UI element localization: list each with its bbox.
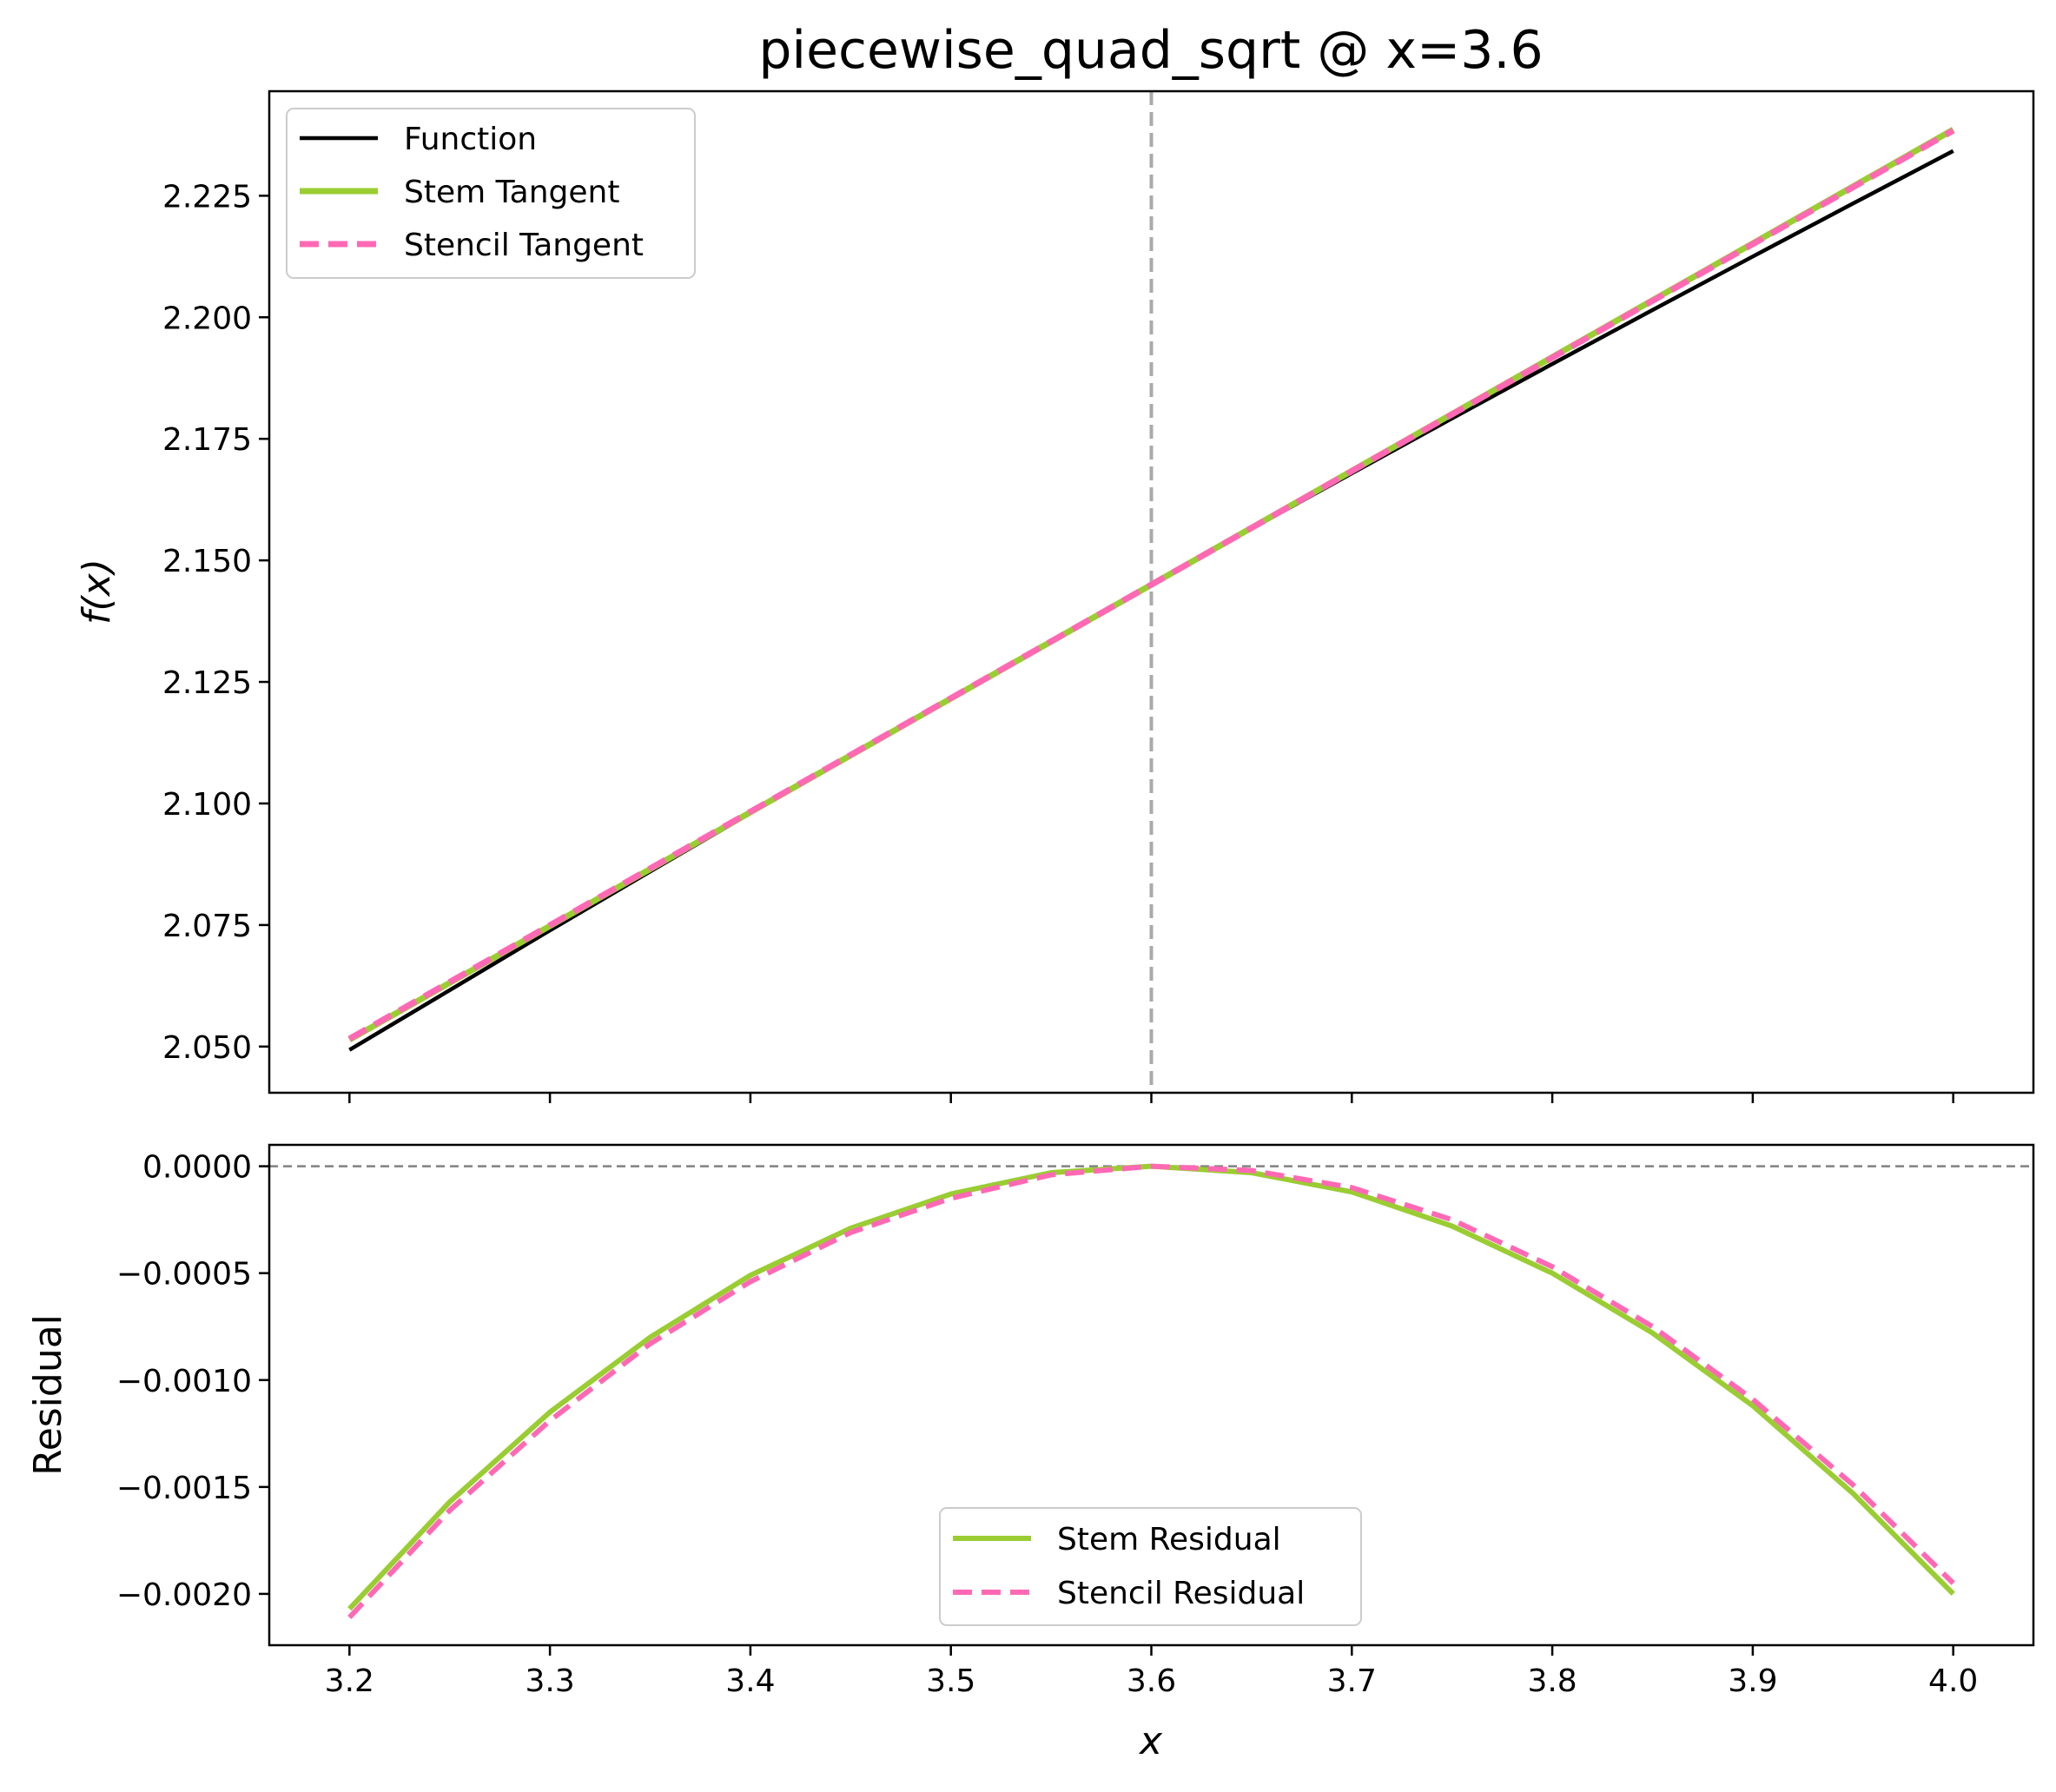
top-y-tick-label: 2.150 bbox=[162, 544, 252, 579]
bottom-x-tick-label: 4.0 bbox=[1928, 1663, 1978, 1699]
bottom-y-tick-label: −0.0010 bbox=[116, 1364, 252, 1399]
top-y-tick-label: 2.175 bbox=[162, 422, 252, 458]
bottom-series-stencil-residual-line bbox=[347, 1163, 1955, 1620]
top-y-tick-label: 2.225 bbox=[162, 179, 252, 215]
legend-stem-tangent-label: Stem Tangent bbox=[404, 175, 619, 210]
top-legend: Function Stem Tangent Stencil Tangent bbox=[286, 108, 696, 279]
top-y-tick-label: 2.200 bbox=[162, 301, 252, 336]
top-y-axis-label: f(x) bbox=[75, 559, 119, 625]
legend-function-label: Function bbox=[404, 122, 537, 157]
bottom-x-tick-label: 3.7 bbox=[1327, 1663, 1377, 1699]
bottom-y-ticks: 0.0000 −0.0005 −0.0010 −0.0015 −0.0020 bbox=[116, 1150, 269, 1613]
bottom-x-axis-label: x bbox=[1138, 1719, 1163, 1763]
bottom-plot-area bbox=[269, 1163, 2033, 1620]
bottom-y-tick-label: −0.0015 bbox=[116, 1471, 252, 1506]
bottom-x-tick-label: 3.2 bbox=[325, 1663, 374, 1699]
bottom-y-tick-label: −0.0020 bbox=[116, 1577, 252, 1613]
legend-stem-residual-label: Stem Residual bbox=[1057, 1522, 1281, 1557]
bottom-x-tick-label: 3.8 bbox=[1527, 1663, 1577, 1699]
bottom-x-tick-label: 3.5 bbox=[926, 1663, 975, 1699]
bottom-legend: Stem Residual Stencil Residual bbox=[939, 1507, 1362, 1626]
top-y-tick-label: 2.100 bbox=[162, 787, 252, 823]
top-series-stencil-tangent-line bbox=[347, 128, 1955, 1041]
bottom-panel: 3.2 3.3 3.4 3.5 3.6 3.7 3.8 3.9 4.0 0.0000 −0.000… bbox=[26, 1143, 2035, 1763]
bottom-x-ticks: 3.2 3.3 3.4 3.5 3.6 3.7 3.8 3.9 4.0 bbox=[325, 1645, 1978, 1699]
top-y-tick-label: 2.125 bbox=[162, 665, 252, 701]
legend-stencil-residual-label: Stencil Residual bbox=[1057, 1576, 1305, 1611]
bottom-x-tick-label: 3.9 bbox=[1728, 1663, 1777, 1699]
top-x-ticks bbox=[348, 1093, 1954, 1103]
top-legend-box bbox=[286, 108, 696, 279]
bottom-legend-box bbox=[939, 1507, 1362, 1626]
top-panel: 2.050 2.075 2.100 2.125 2.150 2.175 2.200 2.225… bbox=[75, 89, 2035, 1103]
bottom-y-axis-label: Residual bbox=[26, 1314, 70, 1476]
bottom-y-tick-label: 0.0000 bbox=[142, 1150, 252, 1186]
top-y-tick-label: 2.050 bbox=[162, 1030, 252, 1066]
legend-stencil-tangent-label: Stencil Tangent bbox=[404, 228, 644, 263]
top-y-tick-label: 2.075 bbox=[162, 909, 252, 944]
bottom-y-tick-label: −0.0005 bbox=[116, 1257, 252, 1293]
top-y-ticks: 2.050 2.075 2.100 2.125 2.150 2.175 2.200 2.225 bbox=[162, 179, 269, 1066]
bottom-x-tick-label: 3.3 bbox=[525, 1663, 574, 1699]
bottom-x-tick-label: 3.6 bbox=[1127, 1663, 1176, 1699]
bottom-x-tick-label: 3.4 bbox=[725, 1663, 775, 1699]
top-plot-area bbox=[347, 91, 1955, 1093]
chart-title: piecewise_quad_sqrt @ x=3.6 bbox=[758, 20, 1543, 81]
